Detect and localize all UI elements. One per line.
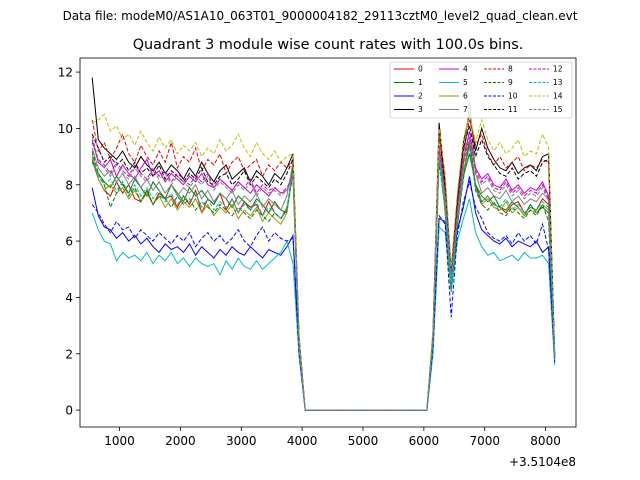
x-tick-label: 2000 bbox=[165, 434, 196, 448]
legend-label-8: 8 bbox=[508, 65, 513, 74]
legend-label-10: 10 bbox=[508, 92, 518, 101]
legend-label-5: 5 bbox=[463, 78, 468, 87]
series-line-14 bbox=[91, 113, 556, 411]
x-axis-offset-text: +3.5104e8 bbox=[509, 455, 576, 469]
x-tick-label: 7000 bbox=[469, 434, 500, 448]
legend-label-11: 11 bbox=[508, 105, 518, 114]
legend-label-2: 2 bbox=[418, 92, 423, 101]
series-line-9 bbox=[91, 142, 556, 411]
x-tick-label: 5000 bbox=[348, 434, 379, 448]
figure-suptitle: Data file: modeM0/AS1A10_063T01_90000041… bbox=[63, 9, 578, 23]
legend-label-0: 0 bbox=[418, 65, 423, 74]
x-axis: 1000 2000 3000 4000 5000 6000 7000 8000 bbox=[104, 427, 561, 448]
legend-label-12: 12 bbox=[553, 65, 563, 74]
chart-title: Quadrant 3 module wise count rates with … bbox=[133, 37, 524, 53]
y-tick-label: 0 bbox=[65, 404, 73, 418]
y-tick-label: 8 bbox=[65, 178, 73, 192]
axes-frame bbox=[79, 57, 577, 428]
x-tick-label: 3000 bbox=[226, 434, 257, 448]
legend-label-15: 15 bbox=[553, 105, 563, 114]
series-line-11 bbox=[91, 125, 556, 411]
y-tick-label: 6 bbox=[65, 235, 73, 249]
legend-label-3: 3 bbox=[418, 105, 423, 114]
y-tick-label: 4 bbox=[65, 291, 73, 305]
legend-box bbox=[389, 61, 573, 119]
plot-area bbox=[91, 77, 556, 411]
x-tick-label: 4000 bbox=[287, 434, 318, 448]
series-line-15 bbox=[91, 136, 556, 411]
y-tick-label: 10 bbox=[58, 122, 73, 136]
legend-label-1: 1 bbox=[418, 78, 423, 87]
x-tick-label: 6000 bbox=[409, 434, 440, 448]
legend-label-14: 14 bbox=[553, 92, 563, 101]
y-tick-label: 2 bbox=[65, 347, 73, 361]
legend-label-4: 4 bbox=[463, 65, 468, 74]
legend-label-13: 13 bbox=[553, 78, 563, 87]
legend-label-7: 7 bbox=[463, 105, 468, 114]
y-tick-label: 12 bbox=[58, 66, 73, 80]
legend-label-9: 9 bbox=[508, 78, 513, 87]
y-axis: 0 2 4 6 8 10 12 bbox=[58, 66, 80, 418]
legend-label-6: 6 bbox=[463, 92, 468, 101]
x-tick-label: 1000 bbox=[104, 434, 135, 448]
x-tick-label: 8000 bbox=[530, 434, 561, 448]
